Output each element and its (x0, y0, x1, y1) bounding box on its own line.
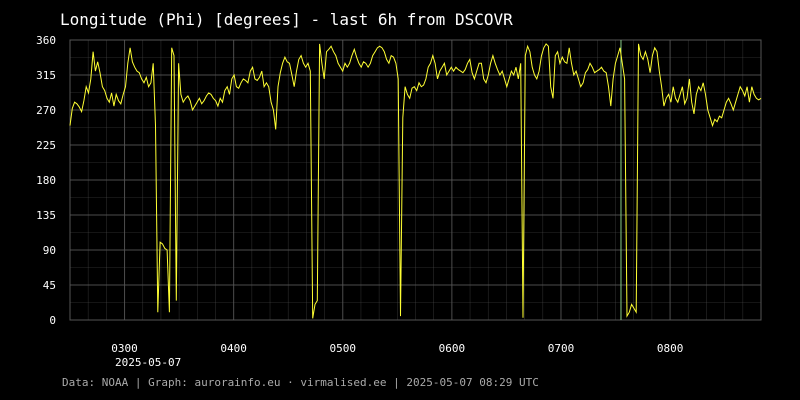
y-tick-label: 180 (36, 174, 56, 187)
y-tick-label: 90 (43, 244, 56, 257)
y-tick-label: 0 (49, 314, 56, 327)
x-tick-label: 0800 (657, 342, 684, 355)
footer-credits: Data: NOAA | Graph: aurorainfo.eu · virm… (62, 376, 539, 389)
grid (69, 39, 762, 321)
date-label: 2025-05-07 (115, 356, 181, 369)
y-tick-label: 45 (43, 279, 56, 292)
x-tick-label: 0600 (439, 342, 466, 355)
x-axis-ticks: 0300 0400 0500 0600 0700 0800 (111, 342, 683, 355)
x-tick-label: 0500 (330, 342, 357, 355)
x-tick-label: 0400 (220, 342, 247, 355)
chart-title: Longitude (Phi) [degrees] - last 6h from… (60, 10, 513, 29)
y-axis-ticks: 0 45 90 135 180 225 270 315 360 (36, 34, 56, 327)
plot-border (69, 39, 762, 321)
x-tick-label: 0700 (548, 342, 575, 355)
y-tick-label: 135 (36, 209, 56, 222)
y-tick-label: 270 (36, 104, 56, 117)
series-line (69, 43, 762, 319)
y-tick-label: 315 (36, 69, 56, 82)
series-lines (69, 43, 762, 319)
x-tick-label: 0300 (111, 342, 138, 355)
y-tick-label: 360 (36, 34, 56, 47)
y-tick-label: 225 (36, 139, 56, 152)
